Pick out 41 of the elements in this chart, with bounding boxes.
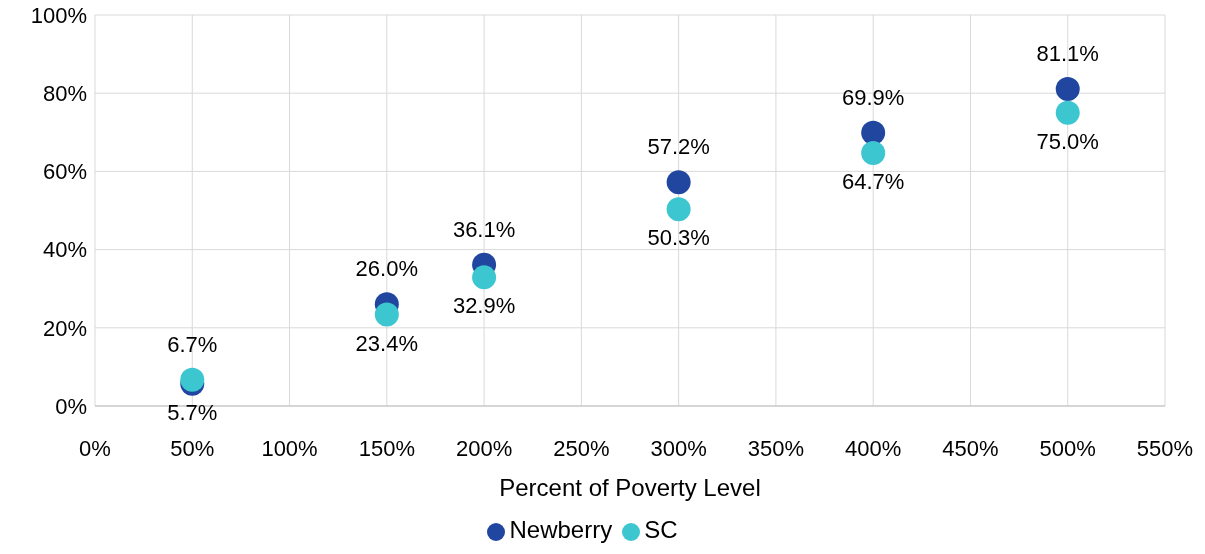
x-tick-label: 450%: [942, 435, 999, 461]
x-tick-label: 400%: [845, 435, 902, 461]
point: [1055, 76, 1080, 101]
x-tick-label: 100%: [261, 435, 318, 461]
point: [666, 197, 691, 222]
x-tick-label: 50%: [170, 435, 215, 461]
data-label: 23.4%: [355, 330, 419, 356]
data-label: 64.7%: [841, 169, 905, 195]
data-label: 5.7%: [167, 399, 218, 425]
x-tick-label: 350%: [747, 435, 805, 461]
data-label: 57.2%: [647, 134, 710, 160]
data-label: 32.9%: [452, 293, 516, 319]
x-tick-label: 150%: [358, 435, 415, 461]
data-label: 81.1%: [1036, 40, 1099, 66]
point: [472, 265, 497, 290]
y-tick-label: 40%: [42, 237, 87, 263]
point: [666, 170, 691, 195]
y-tick-label: 20%: [42, 315, 87, 341]
x-tick-label: 300%: [650, 435, 707, 461]
y-tick-label: 60%: [42, 159, 87, 185]
data-label: 26.0%: [355, 256, 419, 282]
legend-label: Newberry: [509, 516, 613, 543]
data-label: 75.0%: [1036, 128, 1099, 154]
legend-label: SC: [644, 516, 678, 543]
x-axis-title: Percent of Poverty Level: [499, 474, 761, 501]
y-tick-label: 100%: [30, 2, 87, 28]
x-tick-label: 250%: [553, 435, 610, 461]
x-tick-label: 0%: [79, 435, 111, 461]
y-tick-label: 80%: [42, 81, 87, 107]
x-tick-label: 500%: [1039, 435, 1096, 461]
data-label: 69.9%: [841, 84, 905, 110]
data-label: 6.7%: [167, 331, 218, 357]
point: [861, 120, 886, 145]
y-tick-label: 0%: [55, 393, 87, 419]
point: [1055, 100, 1080, 125]
x-tick-label: 200%: [455, 435, 513, 461]
point: [861, 141, 886, 166]
data-label: 50.3%: [647, 225, 710, 251]
point: [374, 302, 399, 327]
data-label: 36.1%: [452, 216, 516, 242]
x-tick-label: 550%: [1136, 435, 1194, 461]
